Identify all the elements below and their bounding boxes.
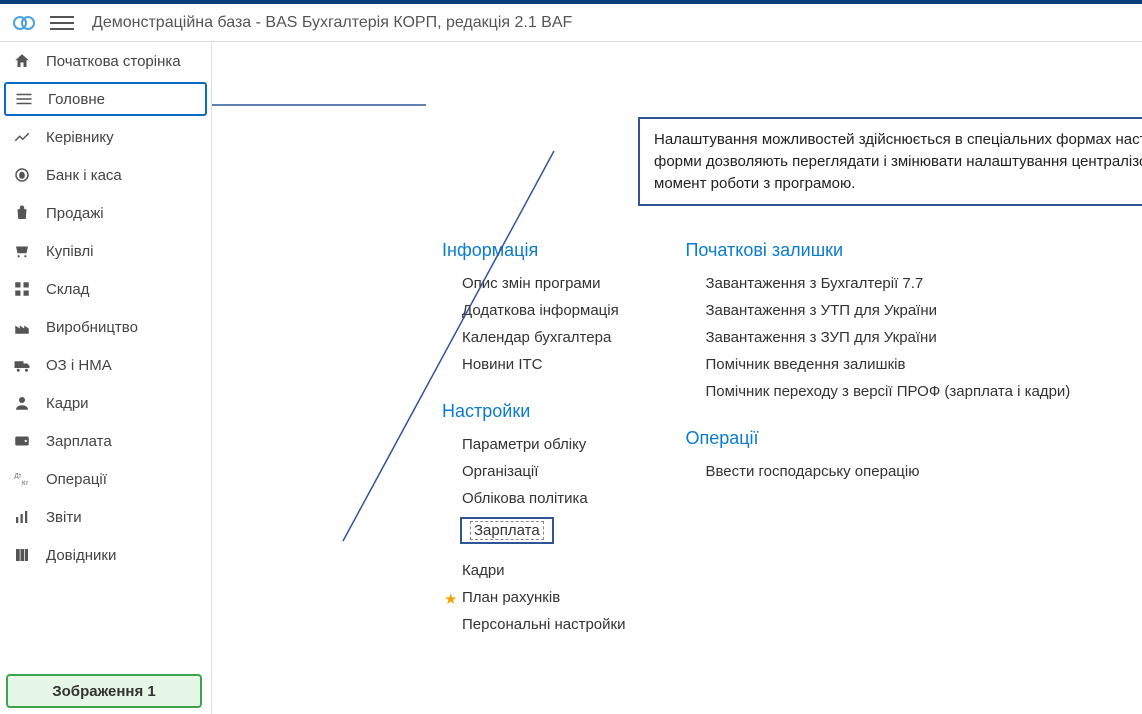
app-logo-icon: [10, 9, 38, 37]
menu-link[interactable]: Кадри: [462, 562, 625, 579]
sidebar-item-hr[interactable]: Кадри: [0, 384, 211, 422]
sidebar-item-reports[interactable]: Звіти: [0, 498, 211, 536]
bag-icon: [12, 203, 32, 223]
sidebar-item-label: Головне: [48, 91, 105, 108]
section-title-initial-balances[interactable]: Початкові залишки: [685, 240, 1070, 261]
books-icon: [12, 545, 32, 565]
coin-icon: ₴: [12, 165, 32, 185]
sidebar-item-label: ОЗ і НМА: [46, 357, 112, 374]
sidebar-item-operations[interactable]: ДтКт Операції: [0, 460, 211, 498]
callout-box: Налаштування можливостей здійснюється в …: [638, 117, 1142, 206]
sidebar: Початкова сторінка Головне Керівнику ₴ Б…: [0, 42, 212, 714]
image-caption-badge: Зображення 1: [6, 674, 202, 708]
hamburger-icon[interactable]: [50, 11, 74, 35]
chart-line-icon: [12, 127, 32, 147]
menu-link[interactable]: Параметри обліку: [462, 436, 625, 453]
sidebar-item-purchases[interactable]: Купівлі: [0, 232, 211, 270]
sidebar-item-label: Купівлі: [46, 243, 93, 260]
menu-link[interactable]: Завантаження з ЗУП для України: [705, 329, 1070, 346]
sidebar-item-main[interactable]: Головне: [4, 82, 207, 116]
menu-link[interactable]: Організації: [462, 463, 625, 480]
wallet-icon: [12, 431, 32, 451]
section-title-info[interactable]: Інформація: [442, 240, 625, 261]
svg-text:Кт: Кт: [22, 481, 28, 487]
menu-link[interactable]: Додаткова інформація: [462, 302, 625, 319]
menu-link[interactable]: Завантаження з УТП для України: [705, 302, 1070, 319]
sidebar-item-label: Виробництво: [46, 319, 138, 336]
menu-link[interactable]: Помічник введення залишків: [705, 356, 1070, 373]
home-icon: [12, 51, 32, 71]
sidebar-item-label: Кадри: [46, 395, 89, 412]
bars-icon: [12, 507, 32, 527]
title-bar: Демонстраційна база - BAS Бухгалтерія КО…: [0, 4, 1142, 42]
cart-icon: [12, 241, 32, 261]
dtkt-icon: ДтКт: [12, 469, 32, 489]
sidebar-item-label: Початкова сторінка: [46, 53, 181, 70]
window-title: Демонстраційна база - BAS Бухгалтерія КО…: [92, 14, 572, 32]
menu-link[interactable]: Опис змін програми: [462, 275, 625, 292]
menu-link-chart-of-accounts[interactable]: ★План рахунків: [462, 589, 625, 606]
grid-icon: [12, 279, 32, 299]
sidebar-item-label: Зарплата: [46, 433, 112, 450]
sidebar-item-production[interactable]: Виробництво: [0, 308, 211, 346]
content-area: Налаштування можливостей здійснюється в …: [212, 42, 1142, 714]
menu-link[interactable]: Календар бухгалтера: [462, 329, 625, 346]
sidebar-item-label: Операції: [46, 471, 107, 488]
factory-icon: [12, 317, 32, 337]
badge-label: Зображення 1: [52, 683, 156, 700]
sidebar-item-directories[interactable]: Довідники: [0, 536, 211, 574]
content-column-left: Інформація Опис змін програми Додаткова …: [442, 240, 625, 643]
menu-link[interactable]: Ввести господарську операцію: [705, 463, 1070, 480]
section-title-settings[interactable]: Настройки: [442, 401, 625, 422]
svg-text:₴: ₴: [20, 171, 25, 180]
section-title-operations[interactable]: Операції: [685, 428, 1070, 449]
sidebar-item-warehouse[interactable]: Склад: [0, 270, 211, 308]
menu-link[interactable]: Помічник переходу з версії ПРОФ (зарплат…: [705, 383, 1070, 400]
svg-text:Дт: Дт: [15, 474, 22, 480]
menu-link[interactable]: Новини ІТС: [462, 356, 625, 373]
sidebar-item-label: Звіти: [46, 509, 82, 526]
menu-link[interactable]: Облікова політика: [462, 490, 625, 507]
sidebar-item-label: Продажі: [46, 205, 104, 222]
menu-link-salary-highlighted[interactable]: Зарплата: [460, 517, 554, 544]
person-icon: [12, 393, 32, 413]
sidebar-item-sales[interactable]: Продажі: [0, 194, 211, 232]
sidebar-item-assets[interactable]: ОЗ і НМА: [0, 346, 211, 384]
callout-text: Налаштування можливостей здійснюється в …: [654, 131, 1142, 192]
sidebar-item-salary[interactable]: Зарплата: [0, 422, 211, 460]
menu-link-label: Зарплата: [470, 521, 544, 540]
content-column-right: Початкові залишки Завантаження з Бухгалт…: [685, 240, 1070, 643]
sidebar-item-manager[interactable]: Керівнику: [0, 118, 211, 156]
sidebar-item-label: Склад: [46, 281, 89, 298]
star-icon: ★: [444, 590, 457, 608]
menu-link[interactable]: Завантаження з Бухгалтерії 7.7: [705, 275, 1070, 292]
sidebar-item-bank[interactable]: ₴ Банк і каса: [0, 156, 211, 194]
menu-link[interactable]: Персональні настройки: [462, 616, 625, 633]
sidebar-item-label: Банк і каса: [46, 167, 122, 184]
sidebar-item-label: Керівнику: [46, 129, 114, 146]
menu-link-label: План рахунків: [462, 589, 560, 606]
truck-icon: [12, 355, 32, 375]
sidebar-item-home[interactable]: Початкова сторінка: [0, 42, 211, 80]
sidebar-item-label: Довідники: [46, 547, 116, 564]
menu-icon: [14, 89, 34, 109]
